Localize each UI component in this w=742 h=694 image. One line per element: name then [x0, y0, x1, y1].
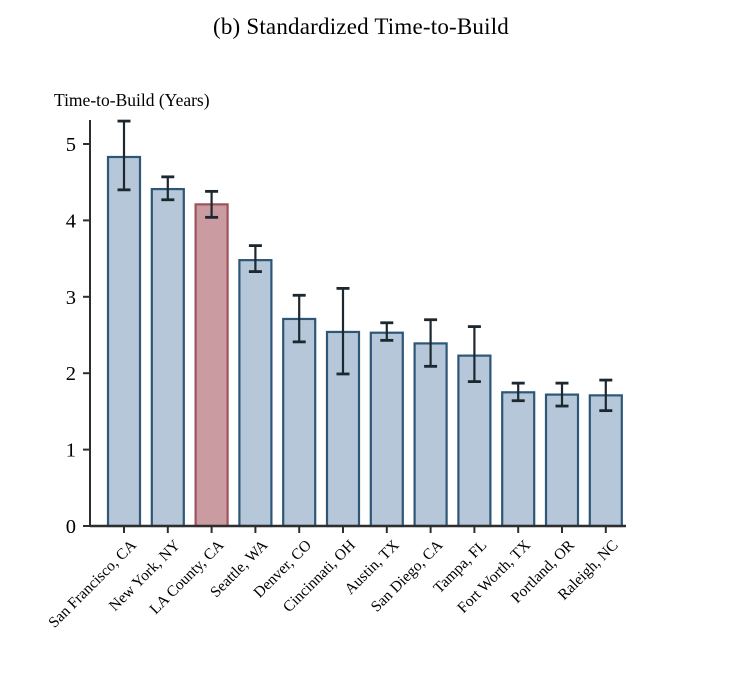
errorbar-denver-co — [292, 293, 306, 344]
errorbar-san-francisco-ca — [117, 119, 131, 192]
y-tick-label-0: 0 — [66, 516, 76, 538]
bar-denver-co — [282, 317, 317, 528]
errorbar-new-york-ny — [161, 175, 175, 202]
bar-new-york-ny — [150, 187, 185, 528]
chart-title: (b) Standardized Time-to-Build — [212, 14, 510, 39]
bar-san-diego-ca — [413, 342, 448, 528]
errorbar-tampa-fl — [467, 325, 481, 384]
y-tick-label-3: 3 — [66, 287, 76, 309]
bar-seattle-wa — [238, 259, 273, 528]
bar-raleigh-nc — [588, 394, 623, 528]
y-tick-label-2: 2 — [66, 363, 76, 385]
errorbar-seattle-wa — [248, 244, 262, 273]
bar-san-francisco-ca — [106, 155, 142, 528]
errorbar-raleigh-nc — [599, 378, 613, 413]
errorbar-cincinnati-oh — [336, 286, 350, 376]
errorbar-fort-worth-tx — [511, 381, 525, 403]
errorbar-austin-tx — [380, 321, 394, 342]
bar-portland-or — [544, 393, 580, 528]
y-tick-label-5: 5 — [66, 134, 76, 156]
bar-fort-worth-tx — [501, 391, 536, 528]
errorbar-portland-or — [555, 381, 569, 408]
y-tick-label-4: 4 — [66, 210, 76, 232]
errorbar-la-county-ca — [205, 189, 219, 219]
bar-la-county-ca — [194, 203, 229, 528]
y-tick-label-1: 1 — [66, 440, 76, 462]
bar-austin-tx — [369, 331, 404, 528]
errorbar-san-diego-ca — [424, 318, 438, 368]
y-axis-title: Time-to-Build (Years) — [54, 90, 210, 110]
